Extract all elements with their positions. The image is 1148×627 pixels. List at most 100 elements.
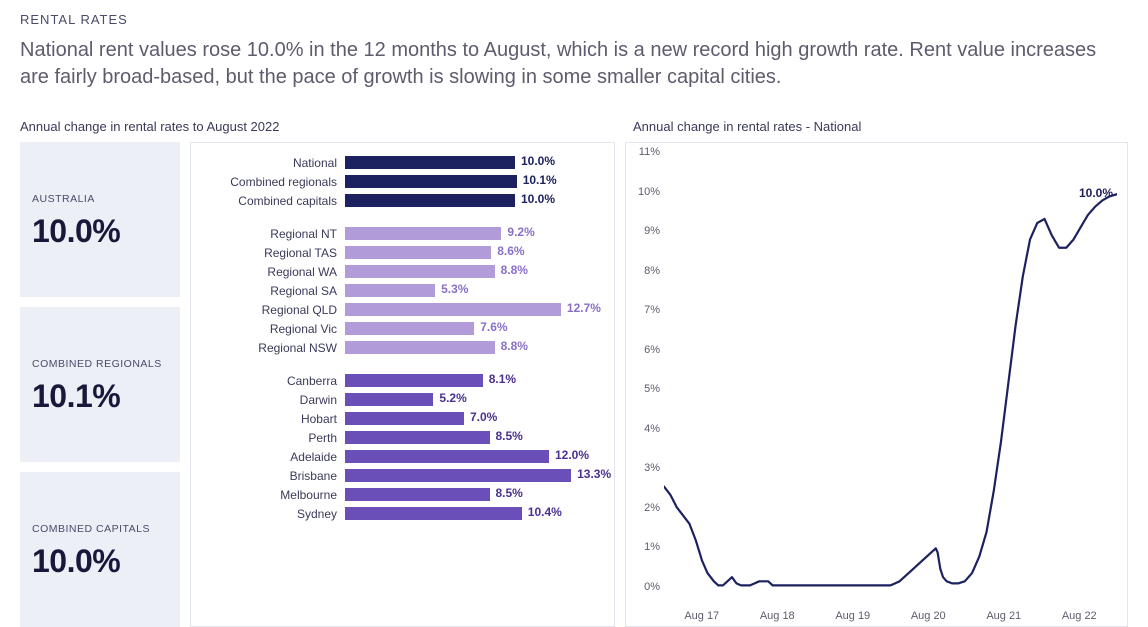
bar-row: Adelaide12.0% xyxy=(205,447,600,466)
bar-value-label: 10.4% xyxy=(528,505,562,519)
bar-fill xyxy=(345,284,435,297)
bar-track: 8.5% xyxy=(345,488,600,501)
x-tick: Aug 18 xyxy=(740,610,816,622)
bar-track: 9.2% xyxy=(345,227,600,240)
bar-fill xyxy=(345,175,517,188)
bar-value-label: 8.1% xyxy=(489,372,516,386)
x-tick: Aug 22 xyxy=(1042,610,1118,622)
x-tick: Aug 17 xyxy=(664,610,740,622)
bar-track: 7.6% xyxy=(345,322,600,335)
bar-row-label: Canberra xyxy=(205,374,345,388)
bar-fill xyxy=(345,227,501,240)
bar-track: 10.4% xyxy=(345,507,600,520)
bar-row: Hobart 7.0% xyxy=(205,409,600,428)
bar-group: Regional NT9.2%Regional TAS8.6%Regional … xyxy=(205,224,600,357)
bar-row: Combined capitals 10.0% xyxy=(205,191,600,210)
bar-row-label: Darwin xyxy=(205,393,345,407)
bar-value-label: 10.0% xyxy=(521,154,555,168)
kpi-value: 10.0% xyxy=(32,213,168,250)
bar-track: 12.0% xyxy=(345,450,600,463)
bar-value-label: 8.5% xyxy=(496,486,523,500)
kpi-box: COMBINED CAPITALS 10.0% xyxy=(20,472,180,627)
bar-row-label: Regional NSW xyxy=(205,341,345,355)
bar-value-label: 8.6% xyxy=(497,244,524,258)
kpi-box: COMBINED REGIONALS10.1% xyxy=(20,307,180,462)
bar-row: Perth 8.5% xyxy=(205,428,600,447)
bar-row: Brisbane13.3% xyxy=(205,466,600,485)
bar-fill xyxy=(345,374,483,387)
kpi-box: AUSTRALIA 10.0% xyxy=(20,142,180,297)
bar-row-label: Combined regionals xyxy=(205,175,345,189)
bar-fill xyxy=(345,156,515,169)
bar-track: 7.0% xyxy=(345,412,600,425)
bar-group: Canberra 8.1% Darwin5.2%Hobart 7.0% Perth 8.5… xyxy=(205,371,600,523)
line-chart-plot-area: 10.0% xyxy=(664,153,1117,606)
bar-track: 12.7% xyxy=(345,303,600,316)
line-chart-y-axis: 11%10%9%8%7%6%5%4%3%2%1%0% xyxy=(636,153,664,606)
bar-fill xyxy=(345,488,490,501)
bar-fill xyxy=(345,393,433,406)
bar-row: Sydney 10.4% xyxy=(205,504,600,523)
bar-track: 8.5% xyxy=(345,431,600,444)
bar-row-label: Regional WA xyxy=(205,265,345,279)
bar-row-label: Hobart xyxy=(205,412,345,426)
bar-row-label: Perth xyxy=(205,431,345,445)
bar-value-label: 10.0% xyxy=(521,192,555,206)
kpi-label: AUSTRALIA xyxy=(32,193,168,206)
bar-row-label: Regional Vic xyxy=(205,322,345,336)
line-chart-svg xyxy=(664,153,1117,606)
line-chart-x-axis: Aug 17Aug 18Aug 19Aug 20Aug 21Aug 22 xyxy=(664,610,1117,622)
bar-value-label: 7.6% xyxy=(480,320,507,334)
bar-track: 10.0% xyxy=(345,156,600,169)
bar-row-label: Regional TAS xyxy=(205,246,345,260)
bar-row: Regional TAS 8.6% xyxy=(205,243,600,262)
bar-row: Canberra 8.1% xyxy=(205,371,600,390)
bar-row: Regional Vic 7.6% xyxy=(205,319,600,338)
bar-row-label: Combined capitals xyxy=(205,194,345,208)
kpi-column: AUSTRALIA10.0%COMBINED REGIONALS10.1%COM… xyxy=(20,142,180,627)
bar-fill xyxy=(345,194,515,207)
bar-track: 8.8% xyxy=(345,341,600,354)
bar-track: 8.1% xyxy=(345,374,600,387)
bar-track: 10.0% xyxy=(345,194,600,207)
kpi-value: 10.0% xyxy=(32,543,168,580)
bar-row: Regional WA 8.8% xyxy=(205,262,600,281)
bar-fill xyxy=(345,469,571,482)
bar-value-label: 8.8% xyxy=(501,339,528,353)
kpi-label: COMBINED REGIONALS xyxy=(32,358,168,371)
bar-row-label: Regional SA xyxy=(205,284,345,298)
intro-text: National rent values rose 10.0% in the 1… xyxy=(20,37,1100,91)
bar-row-label: Regional NT xyxy=(205,227,345,241)
bar-row: Regional NSW 8.8% xyxy=(205,338,600,357)
bar-fill xyxy=(345,303,561,316)
bar-value-label: 5.3% xyxy=(441,282,468,296)
bar-row-label: Adelaide xyxy=(205,450,345,464)
bar-fill xyxy=(345,265,495,278)
bar-fill xyxy=(345,412,464,425)
bar-row-label: Brisbane xyxy=(205,469,345,483)
bar-row: National10.0% xyxy=(205,153,600,172)
bar-track: 5.2% xyxy=(345,393,600,406)
bar-value-label: 8.8% xyxy=(501,263,528,277)
bar-value-label: 10.1% xyxy=(523,173,557,187)
bar-track: 13.3% xyxy=(345,469,600,482)
x-tick: Aug 19 xyxy=(815,610,891,622)
bar-value-label: 13.3% xyxy=(577,467,611,481)
bar-value-label: 8.5% xyxy=(496,429,523,443)
bar-row: Combined regionals 10.1% xyxy=(205,172,600,191)
bar-fill xyxy=(345,246,491,259)
line-chart-end-label: 10.0% xyxy=(1079,186,1113,200)
bar-fill xyxy=(345,322,474,335)
x-tick: Aug 21 xyxy=(966,610,1042,622)
kpi-label: COMBINED CAPITALS xyxy=(32,523,168,536)
bar-row: Regional NT 9.2% xyxy=(205,224,600,243)
bar-value-label: 9.2% xyxy=(507,225,534,239)
bar-row-label: Sydney xyxy=(205,507,345,521)
bar-fill xyxy=(345,450,549,463)
bar-row: Regional QLD12.7% xyxy=(205,300,600,319)
bar-chart-panel: National10.0%Combined regionals10.1%Comb… xyxy=(190,142,615,627)
bar-row: Melbourne 8.5% xyxy=(205,485,600,504)
bar-track: 8.8% xyxy=(345,265,600,278)
bar-row-label: Melbourne xyxy=(205,488,345,502)
bar-value-label: 7.0% xyxy=(470,410,497,424)
